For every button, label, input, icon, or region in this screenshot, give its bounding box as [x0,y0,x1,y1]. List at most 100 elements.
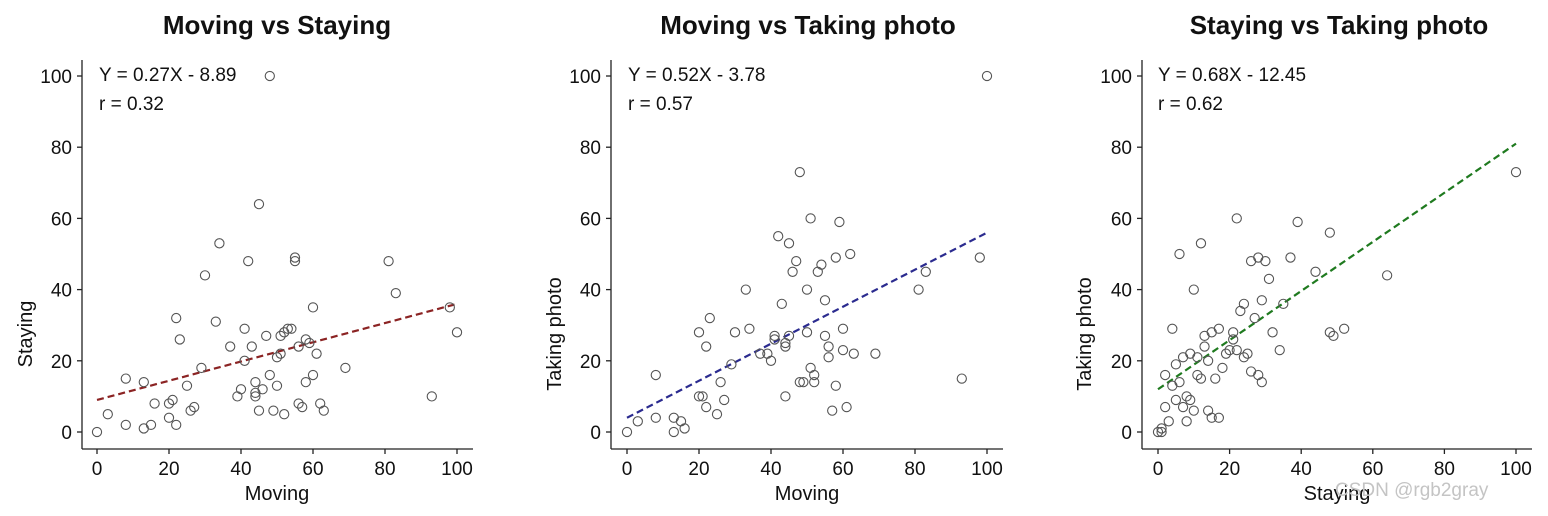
data-point [755,348,766,359]
data-point [304,337,315,349]
data-point [956,373,967,384]
data-point [830,380,841,391]
regression-equation: Y = 0.52X - 3.78 [628,65,766,86]
data-point [199,270,211,281]
data-point [163,398,175,409]
data-point [297,401,308,413]
data-point [1267,327,1278,338]
data-point [383,255,394,267]
regression-equation: Y = 0.68X - 12.45 [1158,65,1306,86]
data-point [264,70,275,82]
data-point [1249,312,1260,324]
data-point [120,373,131,384]
data-point [805,213,816,224]
data-point [1310,266,1321,277]
x-tick-label: 60 [832,459,853,480]
regression-line [626,231,988,419]
data-point [769,334,780,345]
x-tick-label: 80 [374,459,395,480]
data-point [729,327,741,338]
data-point [300,334,311,345]
regression-line [1157,142,1517,391]
data-point [275,330,286,342]
data-point [289,252,301,263]
x-tick-label: 100 [1500,459,1532,480]
data-point [1242,348,1253,359]
scatter-panel-2: Moving vs Taking photo 0 20 40 60 80 100 0 20 40 6… [544,10,1003,505]
data-point [91,426,103,438]
data-point [1220,348,1232,359]
data-point [1167,380,1178,391]
correlation-label: r = 0.32 [99,94,164,115]
x-tick-label: 100 [971,459,1003,480]
data-point [1206,412,1217,423]
data-point [974,252,985,263]
data-point [1177,352,1189,363]
data-point [239,355,250,366]
data-point [913,284,924,295]
data-point [1274,344,1285,356]
data-point [210,316,221,327]
data-point [780,391,791,402]
data-point [819,330,831,342]
data-point [1235,305,1246,317]
watermark-text: CSDN @rgb2gray [1335,480,1489,501]
data-point [801,284,813,295]
x-axis-label: Moving [245,483,309,505]
chart-title: Moving vs Taking photo [660,10,956,40]
data-point [1260,255,1271,267]
data-point [1510,166,1522,178]
data-point [816,259,827,270]
data-point [243,255,254,267]
data-point [837,344,849,356]
data-point [848,348,859,359]
data-point [693,391,705,402]
data-point [675,416,687,427]
data-point [293,398,304,409]
data-point [232,391,243,402]
data-point [1253,369,1264,381]
data-point [845,248,856,260]
data-point [1245,255,1257,267]
x-tick-label: 20 [158,459,179,480]
data-point [715,377,726,388]
data-point [120,419,131,431]
data-point [264,369,275,381]
data-point [1217,362,1228,374]
data-point [253,199,265,210]
data-point [812,266,823,277]
data-point [390,288,401,299]
data-point [783,238,795,249]
data-point [145,419,157,431]
data-point [1228,327,1239,338]
data-point [801,327,813,338]
data-point [171,312,182,324]
y-tick-label: 20 [580,352,601,373]
data-point [701,401,712,413]
data-point [138,377,149,388]
x-tick-label: 60 [302,459,323,480]
data-point [1188,284,1199,295]
data-point [780,341,791,352]
data-point [279,409,290,420]
y-tick-label: 100 [569,67,601,88]
data-point [174,334,185,345]
data-point [798,377,809,388]
data-point [1174,377,1185,388]
data-point [196,362,207,374]
data-point [1253,252,1264,263]
data-point [1177,401,1189,413]
data-point [185,405,196,416]
x-tick-label: 20 [1219,459,1240,480]
data-point [1256,295,1267,306]
x-axis-label: Moving [775,483,839,505]
data-point [451,327,463,338]
data-point [239,323,250,334]
data-point [293,341,304,352]
scatter-panel-3: Staying vs Taking photo 0 20 40 60 80 100 0 20 40… [1074,10,1532,505]
y-tick-label: 40 [580,281,601,302]
data-point [318,405,329,416]
regression-equation: Y = 0.27X - 8.89 [99,65,237,86]
y-tick-label: 60 [51,209,72,230]
